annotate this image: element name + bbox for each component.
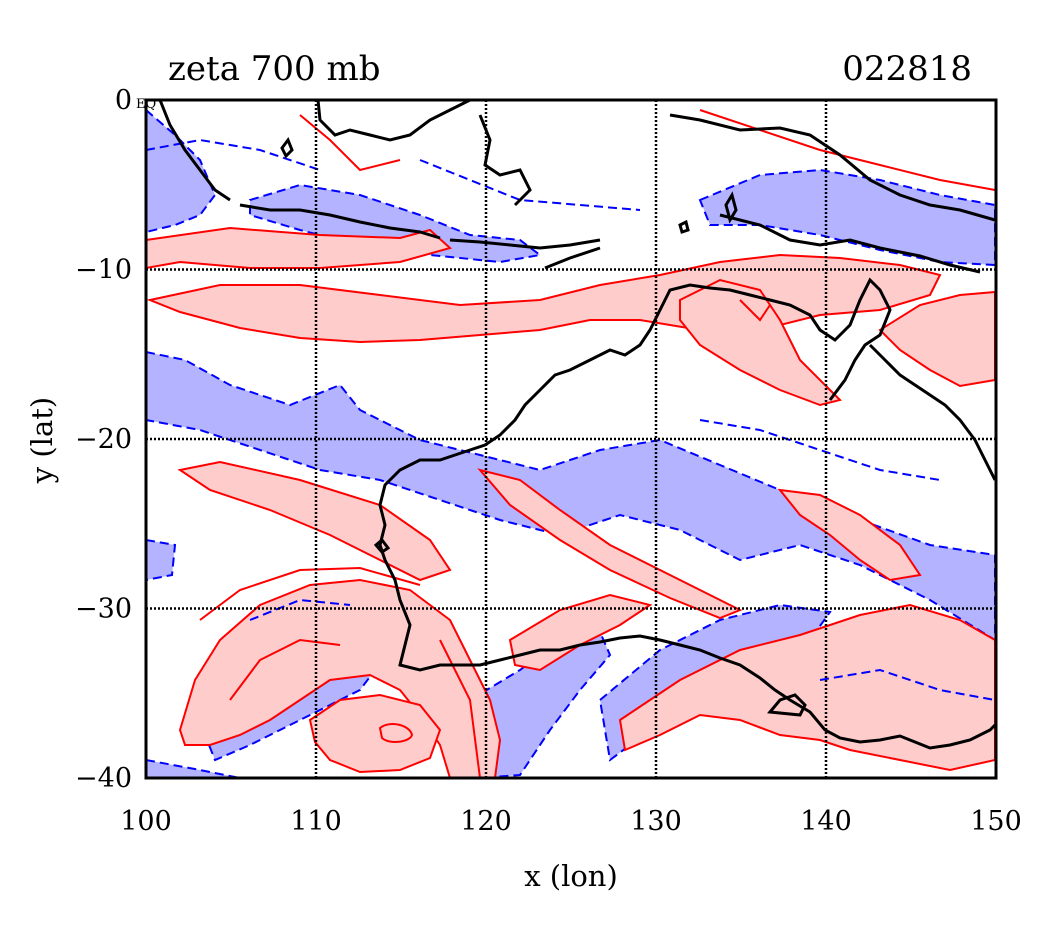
- positive-region-north-band: [146, 226, 453, 270]
- coastline-australia-east: [868, 343, 996, 481]
- coastline-island: [373, 537, 391, 554]
- coastline-new-guinea-south: [719, 213, 981, 274]
- y-axis-label: y (lat): [25, 397, 59, 484]
- coastlines: [158, 100, 996, 750]
- x-tick-labels: 100 110 120 130 140 150: [120, 806, 1022, 837]
- x-axis-label: x (lon): [524, 859, 618, 893]
- corner-mark: EQ: [136, 97, 156, 112]
- coastline-lesser-sunda: [449, 238, 601, 250]
- y-tick-label: −30: [75, 594, 132, 625]
- negative-contour-line: [146, 138, 321, 171]
- coastline-sulawesi: [478, 114, 532, 207]
- x-tick-label: 150: [970, 806, 1022, 837]
- negative-contour-line: [819, 668, 996, 701]
- coastline-island: [724, 191, 738, 224]
- map-title: zeta 700 mb: [168, 49, 380, 89]
- positive-contour-line: [439, 639, 481, 778]
- negative-region-north-central: [249, 183, 543, 264]
- negative-region-northeast: [698, 168, 996, 267]
- negative-contour-lines: [146, 138, 996, 701]
- negative-contour-line: [419, 159, 641, 211]
- coastline-island: [280, 136, 294, 159]
- x-tick-label: 130: [630, 806, 682, 837]
- positive-region-cyclone-core: [308, 693, 442, 774]
- positive-contour-line: [739, 299, 771, 322]
- y-tick-label: 0: [115, 85, 132, 116]
- positive-contour-line: [699, 109, 996, 191]
- coastline-borneo: [316, 100, 471, 142]
- graticule: [146, 100, 996, 778]
- x-tick-label: 110: [290, 806, 342, 837]
- positive-region-cape-york-swirl: [679, 278, 842, 407]
- x-tick-label: 120: [460, 806, 512, 837]
- x-tick-label: 100: [120, 806, 172, 837]
- plot-frame: [144, 98, 998, 780]
- positive-region-southwest-cyclone: [178, 578, 502, 778]
- coastline-sumatra: [158, 100, 231, 202]
- negative-region-west-coast: [146, 538, 177, 582]
- y-tick-label: −20: [75, 424, 132, 455]
- y-tick-label: −10: [75, 255, 132, 286]
- coastline-timor: [544, 246, 601, 270]
- positive-region-southeast-band: [618, 603, 996, 772]
- positive-contour-line: [299, 114, 401, 172]
- positive-contour-line: [229, 638, 341, 701]
- y-tick-labels: 0 −10 −20 −30 −40: [75, 85, 132, 794]
- x-tick-label: 140: [800, 806, 852, 837]
- negative-region-northwest: [146, 108, 217, 234]
- negative-contour-line: [249, 598, 351, 621]
- positive-region-east-streak: [777, 488, 922, 582]
- y-tick-label: −40: [75, 763, 132, 794]
- coastline-new-guinea: [669, 113, 996, 222]
- coastline-island: [678, 219, 690, 234]
- coastline-australia: [378, 277, 996, 750]
- positive-contour-line: [199, 566, 421, 621]
- positive-contour-lines: [199, 109, 996, 778]
- coastline-java: [239, 203, 441, 240]
- positive-contour-line: [378, 723, 414, 743]
- positive-region-central-streak: [477, 468, 743, 620]
- date-code: 022818: [842, 49, 972, 89]
- coastline-tasmania: [767, 693, 807, 717]
- negative-region-far-south: [146, 758, 241, 778]
